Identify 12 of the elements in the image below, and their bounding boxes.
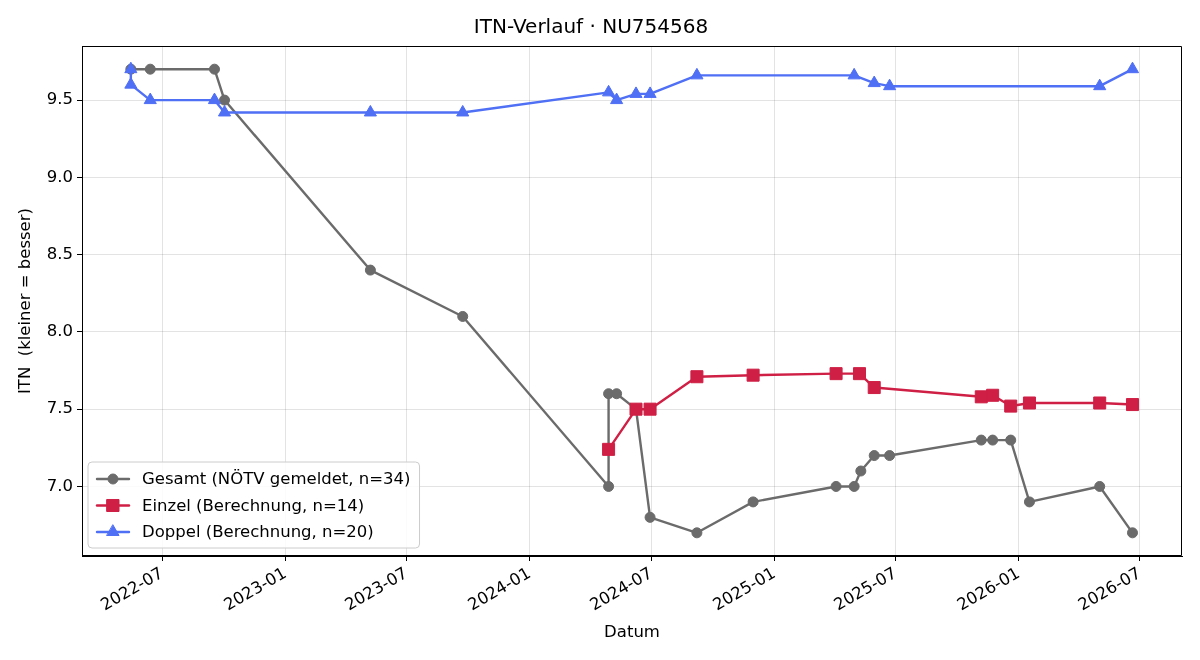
y-tick-label: 7.5: [46, 398, 73, 418]
x-axis-title: Datum: [604, 622, 660, 642]
y-tick-label: 9.5: [46, 89, 73, 109]
legend-label: Doppel (Berechnung, n=20): [142, 522, 374, 542]
legend-label: Gesamt (NÖTV gemeldet, n=34): [142, 469, 411, 489]
y-tick-label: 8.0: [46, 321, 73, 341]
chart-title: ITN-Verlauf · NU754568: [473, 14, 709, 39]
legend-label: Einzel (Berechnung, n=14): [142, 495, 365, 515]
y-tick-label: 9.0: [46, 166, 73, 186]
y-tick-label: 8.5: [46, 243, 73, 263]
y-tick-label: 7.0: [46, 475, 73, 495]
y-axis-title: ITN (kleiner = besser): [15, 208, 35, 394]
